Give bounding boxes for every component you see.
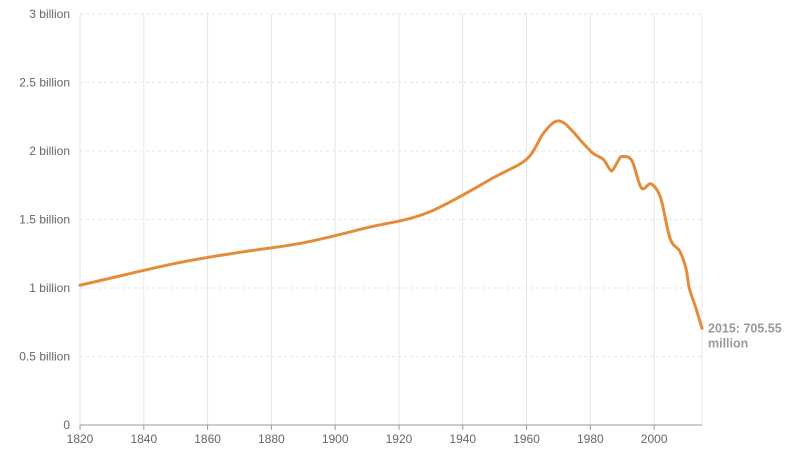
label-layer: 0 0.5 billion 1 billion 1.5 billion 2 billio… [19, 7, 781, 446]
x-tick-label: 2000 [641, 432, 668, 446]
x-tick-label: 1900 [322, 432, 349, 446]
x-tick-label: 1860 [194, 432, 221, 446]
x-tick-label: 1880 [258, 432, 285, 446]
x-tick-label: 1820 [67, 432, 94, 446]
series-layer [78, 119, 704, 330]
x-tick-label: 1980 [577, 432, 604, 446]
y-tick-label: 0 [63, 418, 70, 432]
y-tick-label: 0.5 billion [19, 350, 70, 364]
y-tick-label: 2 billion [29, 144, 70, 158]
x-tick-label: 1960 [513, 432, 540, 446]
y-tick-label: 3 billion [29, 7, 70, 21]
x-tick-label: 1940 [449, 432, 476, 446]
y-tick-label: 1.5 billion [19, 213, 70, 227]
series-line [78, 119, 704, 330]
grid [79, 13, 703, 425]
x-tick-label: 1840 [130, 432, 157, 446]
end-value-label: 2015: 705.55 [708, 321, 782, 335]
y-tick-label: 2.5 billion [19, 76, 70, 90]
y-tick-label: 1 billion [29, 281, 70, 295]
axes [79, 424, 702, 430]
x-tick-label: 1920 [386, 432, 413, 446]
end-value-label-unit: million [708, 336, 748, 350]
